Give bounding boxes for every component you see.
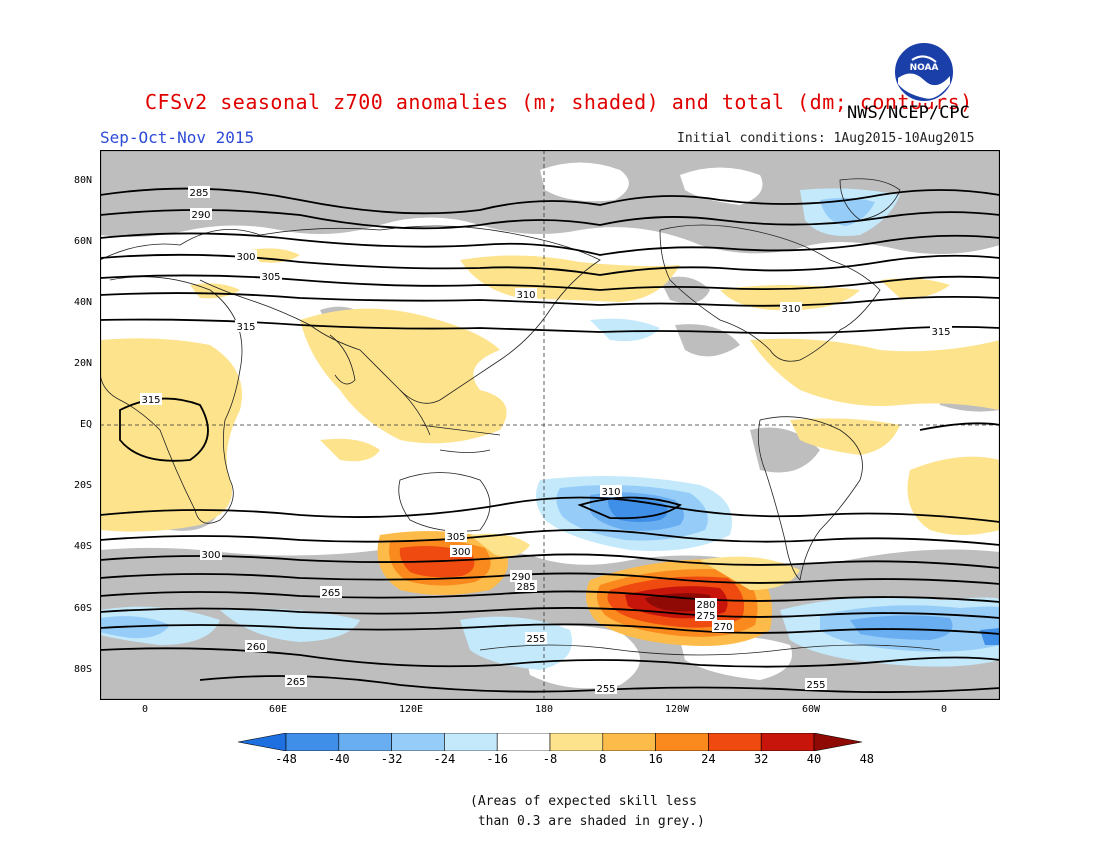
contour-label: 255 bbox=[526, 634, 545, 645]
initial-conditions-label: Initial conditions: 1Aug2015-10Aug2015 bbox=[677, 131, 975, 146]
contour-label: 300 bbox=[236, 252, 255, 263]
contour-labels: 285 290 300 305 310 315 315 315 310 310 … bbox=[140, 186, 952, 695]
lon-label-180: 180 bbox=[534, 704, 554, 715]
colorbar-tick-label: -16 bbox=[486, 752, 509, 766]
contour-label: 260 bbox=[246, 642, 265, 653]
contour-label: 290 bbox=[191, 210, 210, 221]
lat-label-40n: 40N bbox=[73, 297, 92, 308]
lon-label-60w: 60W bbox=[801, 704, 821, 715]
contour-label: 300 bbox=[201, 550, 220, 561]
colorbar-tick-label: 32 bbox=[753, 752, 769, 766]
grey-skill-north bbox=[100, 150, 1000, 254]
contour-label: 285 bbox=[516, 582, 535, 593]
colorbar-box bbox=[708, 733, 762, 751]
skill-footnote: (Areas of expected skill less than 0.3 a… bbox=[470, 794, 705, 829]
contour-label: 310 bbox=[601, 487, 620, 498]
contour-label: 255 bbox=[596, 684, 615, 695]
contour-label: 310 bbox=[516, 290, 535, 301]
lat-label-40s: 40S bbox=[73, 541, 92, 552]
contour-label: 285 bbox=[189, 188, 208, 199]
contour-label: 290 bbox=[511, 572, 530, 583]
colorbar-tick-label: -8 bbox=[542, 752, 558, 766]
colorbar-tick-label: -32 bbox=[380, 752, 403, 766]
colorbar-box bbox=[760, 733, 815, 751]
lat-label-60n: 60N bbox=[73, 236, 92, 247]
contour-label: 255 bbox=[806, 680, 825, 691]
contour-label: 305 bbox=[261, 272, 280, 283]
lon-label-120e: 120E bbox=[398, 704, 424, 715]
contour-label: 315 bbox=[931, 327, 950, 338]
colorbar-tick-label: 24 bbox=[701, 752, 716, 766]
colorbar-box bbox=[549, 733, 604, 751]
colorbar-arrow-right bbox=[813, 733, 862, 751]
lon-label-60e: 60E bbox=[268, 704, 288, 715]
lat-label-80n: 80N bbox=[73, 175, 92, 186]
colorbar-box bbox=[602, 733, 656, 751]
colorbar-tick-label: -24 bbox=[433, 752, 456, 766]
map-title: CFSv2 seasonal z700 anomalies (m; shaded… bbox=[145, 90, 973, 114]
lat-label-20n: 20N bbox=[73, 358, 92, 369]
colorbar-tick-label: 16 bbox=[648, 752, 663, 766]
colorbar-arrow-left bbox=[238, 733, 287, 751]
lat-label-80s: 80S bbox=[73, 664, 92, 675]
lon-label-0: 0 bbox=[141, 704, 149, 715]
contour-label: 315 bbox=[141, 395, 160, 406]
season-label: Sep-Oct-Nov 2015 bbox=[100, 128, 255, 147]
contour-label: 280 bbox=[696, 600, 715, 611]
contour-label: 275 bbox=[696, 611, 715, 622]
lat-label-eq: EQ bbox=[79, 419, 92, 430]
contour-label: 270 bbox=[713, 622, 732, 633]
colorbar-tick-label: -48 bbox=[275, 752, 297, 766]
colorbar-box bbox=[285, 733, 340, 751]
agency-label: NWS/NCEP/CPC bbox=[847, 103, 970, 123]
lon-label-120w: 120W bbox=[664, 704, 690, 715]
contour-label: 310 bbox=[781, 304, 800, 315]
lon-label-0-right: 0 bbox=[940, 704, 948, 715]
colorbar-box bbox=[338, 733, 392, 751]
noaa-logo: NOAA bbox=[893, 41, 955, 103]
contour-label: 300 bbox=[451, 547, 470, 558]
colorbar-tick-label: 48 bbox=[859, 752, 875, 766]
colorbar bbox=[238, 733, 862, 751]
coastlines bbox=[100, 178, 941, 656]
colorbar-box bbox=[655, 733, 709, 751]
colorbar-tick-label: 40 bbox=[806, 752, 822, 766]
svg-text:NOAA: NOAA bbox=[910, 63, 939, 73]
colorbar-tick-label: 8 bbox=[599, 752, 607, 766]
colorbar-tick-label: -40 bbox=[327, 752, 350, 766]
colorbar-box bbox=[496, 733, 551, 751]
lat-label-20s: 20S bbox=[73, 480, 92, 491]
contour-label: 265 bbox=[321, 588, 340, 599]
contour-label: 305 bbox=[446, 532, 465, 543]
contour-label: 315 bbox=[236, 322, 255, 333]
colorbar-box bbox=[444, 733, 498, 751]
anomaly-map: 285 290 300 305 310 315 315 315 310 310 … bbox=[100, 150, 1000, 700]
contour-label: 265 bbox=[286, 677, 305, 688]
colorbar-box bbox=[391, 733, 445, 751]
lat-label-60s: 60S bbox=[73, 603, 92, 614]
map-frame bbox=[100, 150, 1000, 700]
